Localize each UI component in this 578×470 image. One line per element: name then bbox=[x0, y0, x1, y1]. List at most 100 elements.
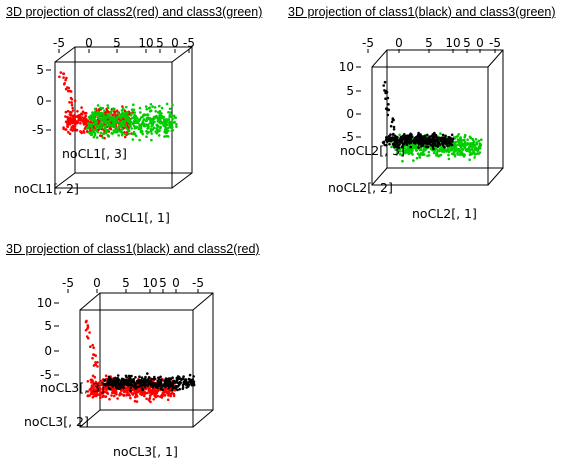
point bbox=[393, 142, 397, 146]
point bbox=[122, 386, 126, 390]
point bbox=[124, 379, 127, 382]
point bbox=[83, 112, 87, 115]
point bbox=[93, 114, 96, 117]
point bbox=[447, 153, 450, 157]
point bbox=[109, 117, 113, 121]
point bbox=[96, 104, 100, 107]
point bbox=[454, 140, 458, 144]
point bbox=[144, 105, 148, 108]
point bbox=[154, 395, 157, 399]
point bbox=[424, 147, 428, 151]
point bbox=[112, 117, 115, 120]
point bbox=[157, 377, 161, 381]
point bbox=[419, 147, 422, 150]
point bbox=[130, 127, 133, 130]
point bbox=[127, 374, 131, 378]
point bbox=[131, 379, 134, 382]
z-axis-label: noCL3[, 3] bbox=[40, 380, 105, 395]
point bbox=[71, 119, 74, 122]
chart-1-title: 3D projection of class2(red) and class3(… bbox=[6, 5, 263, 19]
point bbox=[177, 377, 180, 381]
point bbox=[395, 153, 398, 156]
point bbox=[107, 135, 110, 138]
point bbox=[108, 380, 111, 384]
point bbox=[122, 383, 125, 386]
point bbox=[175, 385, 178, 388]
point bbox=[438, 147, 442, 151]
point bbox=[136, 117, 139, 120]
point bbox=[403, 142, 406, 145]
point bbox=[128, 382, 132, 385]
point bbox=[171, 376, 174, 379]
point bbox=[116, 111, 119, 115]
point bbox=[146, 372, 149, 375]
point bbox=[448, 140, 452, 144]
point bbox=[473, 156, 476, 159]
top-tick-label: 0 bbox=[395, 36, 403, 50]
point bbox=[73, 125, 77, 128]
point bbox=[476, 147, 480, 150]
point bbox=[146, 113, 149, 116]
point bbox=[426, 142, 429, 146]
point bbox=[391, 133, 395, 136]
point bbox=[429, 143, 433, 147]
point bbox=[389, 133, 392, 136]
point bbox=[137, 389, 140, 392]
point bbox=[474, 138, 478, 141]
point bbox=[154, 385, 158, 388]
point bbox=[445, 150, 448, 153]
z-axis-label: noCL1[, 3] bbox=[62, 146, 127, 161]
point bbox=[174, 116, 177, 119]
y-axis-label: noCL1[, 2] bbox=[14, 181, 79, 196]
point bbox=[68, 118, 71, 122]
point bbox=[94, 118, 97, 122]
point bbox=[80, 113, 84, 116]
point bbox=[121, 111, 124, 115]
point bbox=[86, 394, 90, 397]
point bbox=[125, 393, 128, 397]
point bbox=[90, 378, 94, 382]
point bbox=[385, 140, 389, 143]
point bbox=[464, 148, 468, 152]
point bbox=[401, 153, 404, 157]
point bbox=[462, 139, 465, 142]
point bbox=[472, 140, 476, 143]
point bbox=[125, 105, 128, 109]
point bbox=[427, 150, 431, 154]
point bbox=[112, 377, 116, 381]
left-tick-label: 5 bbox=[346, 84, 354, 98]
point bbox=[131, 132, 135, 136]
point bbox=[127, 129, 130, 133]
point bbox=[435, 153, 438, 156]
point bbox=[99, 392, 103, 395]
point bbox=[59, 71, 63, 74]
point bbox=[443, 146, 446, 149]
point bbox=[154, 116, 158, 119]
point bbox=[130, 384, 134, 387]
point bbox=[148, 382, 151, 386]
point bbox=[125, 112, 128, 115]
point bbox=[130, 392, 134, 395]
point bbox=[400, 145, 404, 148]
point bbox=[89, 388, 92, 392]
point bbox=[469, 142, 473, 146]
point bbox=[392, 125, 396, 129]
point bbox=[125, 383, 128, 387]
point bbox=[463, 143, 467, 147]
point bbox=[111, 132, 114, 135]
point bbox=[91, 356, 94, 360]
point bbox=[107, 378, 110, 381]
point bbox=[120, 392, 123, 396]
point bbox=[169, 125, 173, 129]
point bbox=[391, 142, 395, 146]
point bbox=[147, 399, 151, 402]
point bbox=[118, 129, 122, 133]
point bbox=[100, 126, 104, 129]
point bbox=[163, 130, 166, 134]
point bbox=[96, 365, 99, 368]
point bbox=[462, 155, 466, 158]
point bbox=[135, 400, 139, 403]
point bbox=[432, 147, 435, 151]
point bbox=[58, 75, 61, 79]
point bbox=[167, 377, 171, 380]
